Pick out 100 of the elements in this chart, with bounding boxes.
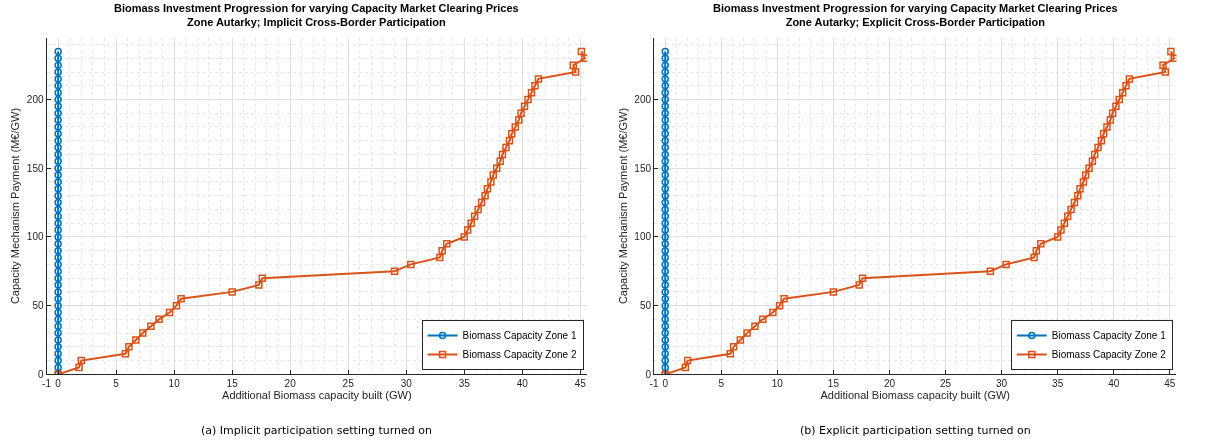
- point: [661, 240, 669, 248]
- x-tick-label: 0: [662, 378, 669, 390]
- point: [255, 281, 263, 289]
- point: [477, 198, 486, 207]
- point: [661, 246, 669, 255]
- point: [726, 349, 735, 358]
- point: [470, 212, 479, 221]
- point: [390, 267, 399, 276]
- y-axis-title: Capacity Mechanism Payment (M€/GW): [9, 107, 22, 305]
- text: (a) Implicit participation setting turned on: [201, 424, 432, 437]
- point: [1106, 116, 1115, 124]
- point: [498, 150, 507, 159]
- x-tick-label: 45: [1164, 378, 1176, 390]
- point: [1088, 157, 1097, 166]
- point: [54, 329, 62, 337]
- point: [54, 267, 62, 276]
- point: [1118, 88, 1127, 97]
- point: [54, 260, 62, 269]
- x-tick-label: 35: [1052, 378, 1064, 390]
- x-axis-title: Additional Biomass capacity built (GW): [820, 389, 1011, 402]
- point: [661, 336, 669, 344]
- point: [1076, 185, 1084, 193]
- point: [54, 315, 62, 324]
- y-tick-label: 0: [37, 368, 44, 380]
- point: [1060, 219, 1069, 227]
- point: [54, 171, 62, 179]
- point: [661, 308, 669, 317]
- point: [407, 260, 415, 269]
- point: [1067, 205, 1075, 214]
- point: [661, 164, 669, 172]
- point: [54, 54, 62, 63]
- point: [661, 322, 669, 330]
- point: [1161, 68, 1170, 76]
- point: [54, 130, 62, 138]
- point: [661, 205, 669, 214]
- point: [769, 308, 777, 317]
- point: [1090, 150, 1099, 159]
- x-axis-title: Additional Biomass capacity built (GW): [222, 389, 412, 402]
- y-tick-label: 50: [639, 300, 652, 312]
- point: [177, 295, 185, 303]
- y-tick-label: 50: [32, 300, 44, 312]
- legend-label: Biomass Capacity Zone 2: [462, 349, 577, 361]
- point: [132, 336, 140, 344]
- point: [661, 253, 669, 262]
- x-tick-label: 45: [574, 378, 587, 390]
- x-tick-label: 25: [939, 378, 952, 390]
- point: [515, 116, 523, 124]
- point: [460, 233, 468, 241]
- point: [661, 349, 669, 358]
- point: [780, 295, 788, 303]
- x-tick-label: 15: [827, 378, 840, 390]
- point: [1094, 143, 1102, 152]
- point: [54, 240, 62, 248]
- point: [474, 205, 482, 214]
- point: [661, 226, 669, 234]
- point: [54, 212, 62, 221]
- point: [54, 295, 62, 303]
- point: [661, 95, 669, 104]
- point: [1070, 198, 1079, 207]
- y-tick-label: 0: [645, 368, 652, 380]
- point: [489, 171, 497, 179]
- point: [54, 363, 62, 372]
- point: [661, 233, 669, 241]
- point: [661, 301, 669, 310]
- point: [829, 288, 838, 296]
- point: [661, 267, 669, 276]
- point: [661, 157, 669, 166]
- x-tick-label: 10: [168, 378, 181, 390]
- y-tick-label: 100: [26, 231, 44, 243]
- point: [661, 109, 669, 117]
- point: [155, 315, 163, 324]
- point: [54, 136, 62, 145]
- point: [661, 116, 669, 124]
- y-tick-label: 100: [634, 231, 652, 243]
- point: [54, 288, 62, 296]
- point: [54, 68, 62, 76]
- point: [54, 301, 62, 310]
- point: [483, 185, 492, 193]
- point: [54, 322, 62, 330]
- point: [661, 123, 669, 131]
- point: [661, 329, 669, 337]
- point: [661, 212, 669, 221]
- point: [661, 198, 669, 207]
- legend-label: Biomass Capacity Zone 2: [1051, 349, 1167, 361]
- point: [54, 274, 62, 282]
- point: [228, 288, 236, 296]
- point: [502, 143, 510, 152]
- point: [661, 219, 669, 227]
- x-tick-label: 5: [113, 378, 120, 390]
- chart-title: Biomass Investment Progression for varying Capacity Market Clearing Prices Zone Autarky; Explicit Cross-Border Participation: [713, 2, 1118, 29]
- point: [524, 95, 532, 104]
- point: [736, 336, 745, 344]
- point: [75, 363, 83, 372]
- y-axis-title: Capacity Mechanism Payment (M€/GW): [616, 107, 629, 305]
- x-tick-label: 20: [883, 378, 896, 390]
- point: [172, 301, 181, 310]
- point: [581, 54, 588, 63]
- point: [54, 157, 62, 166]
- point: [487, 178, 495, 186]
- point: [147, 322, 155, 330]
